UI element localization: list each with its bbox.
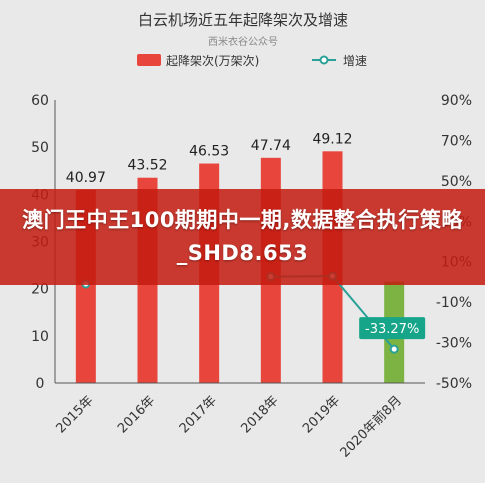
y-tick-label-right: -10%	[436, 295, 472, 311]
y-tick-label-right: -50%	[436, 376, 472, 392]
legend-swatch-bars	[137, 54, 161, 66]
x-tick-label: 2015年	[53, 393, 96, 436]
bar-value-label: 40.97	[66, 170, 106, 186]
growth-value-label: -33.27%	[365, 322, 419, 337]
y-tick-label-right: 90%	[441, 93, 472, 109]
y-tick-label-right: -30%	[436, 336, 472, 352]
overlay-banner: 澳门王中王100期期中一期,数据整合执行策略_SHD8.653	[0, 189, 485, 285]
chart-title: 白云机场近五年起降架次及增速	[138, 11, 348, 29]
legend: 起降架次(万架次) 增速	[137, 54, 367, 68]
bar-value-label: 43.52	[127, 158, 167, 174]
legend-label-bars: 起降架次(万架次)	[166, 54, 259, 68]
legend-swatch-marker	[319, 55, 329, 65]
y-tick-label-left: 10	[31, 329, 49, 345]
overlay-banner-text: 澳门王中王100期期中一期,数据整合执行策略_SHD8.653	[22, 208, 463, 265]
chart-subtitle: 西米衣谷公众号	[208, 35, 278, 48]
x-tick-label: 2016年	[115, 393, 158, 436]
legend-label-line: 增速	[343, 54, 367, 68]
x-tick-label: 2018年	[238, 393, 281, 436]
y-tick-label-right: 50%	[441, 174, 472, 190]
x-tick-label: 2020年前8月	[337, 393, 405, 461]
y-tick-label-right: 70%	[441, 133, 472, 149]
x-tick-label: 2019年	[300, 393, 343, 436]
y-tick-label-left: 60	[31, 93, 49, 109]
bar-value-label: 47.74	[251, 138, 291, 154]
bar-value-label: 49.12	[312, 131, 352, 147]
bar-value-label: 46.53	[189, 144, 229, 160]
bar-value-labels: 40.97 43.52 46.53 47.74 49.12	[66, 131, 353, 185]
growth-point	[389, 344, 399, 354]
y-tick-label-left: 0	[36, 376, 45, 392]
y-tick-label-left: 50	[31, 140, 49, 156]
x-tick-label: 2017年	[177, 393, 220, 436]
growth-label-box	[359, 317, 426, 340]
y-tick-label-left: 20	[31, 282, 49, 298]
